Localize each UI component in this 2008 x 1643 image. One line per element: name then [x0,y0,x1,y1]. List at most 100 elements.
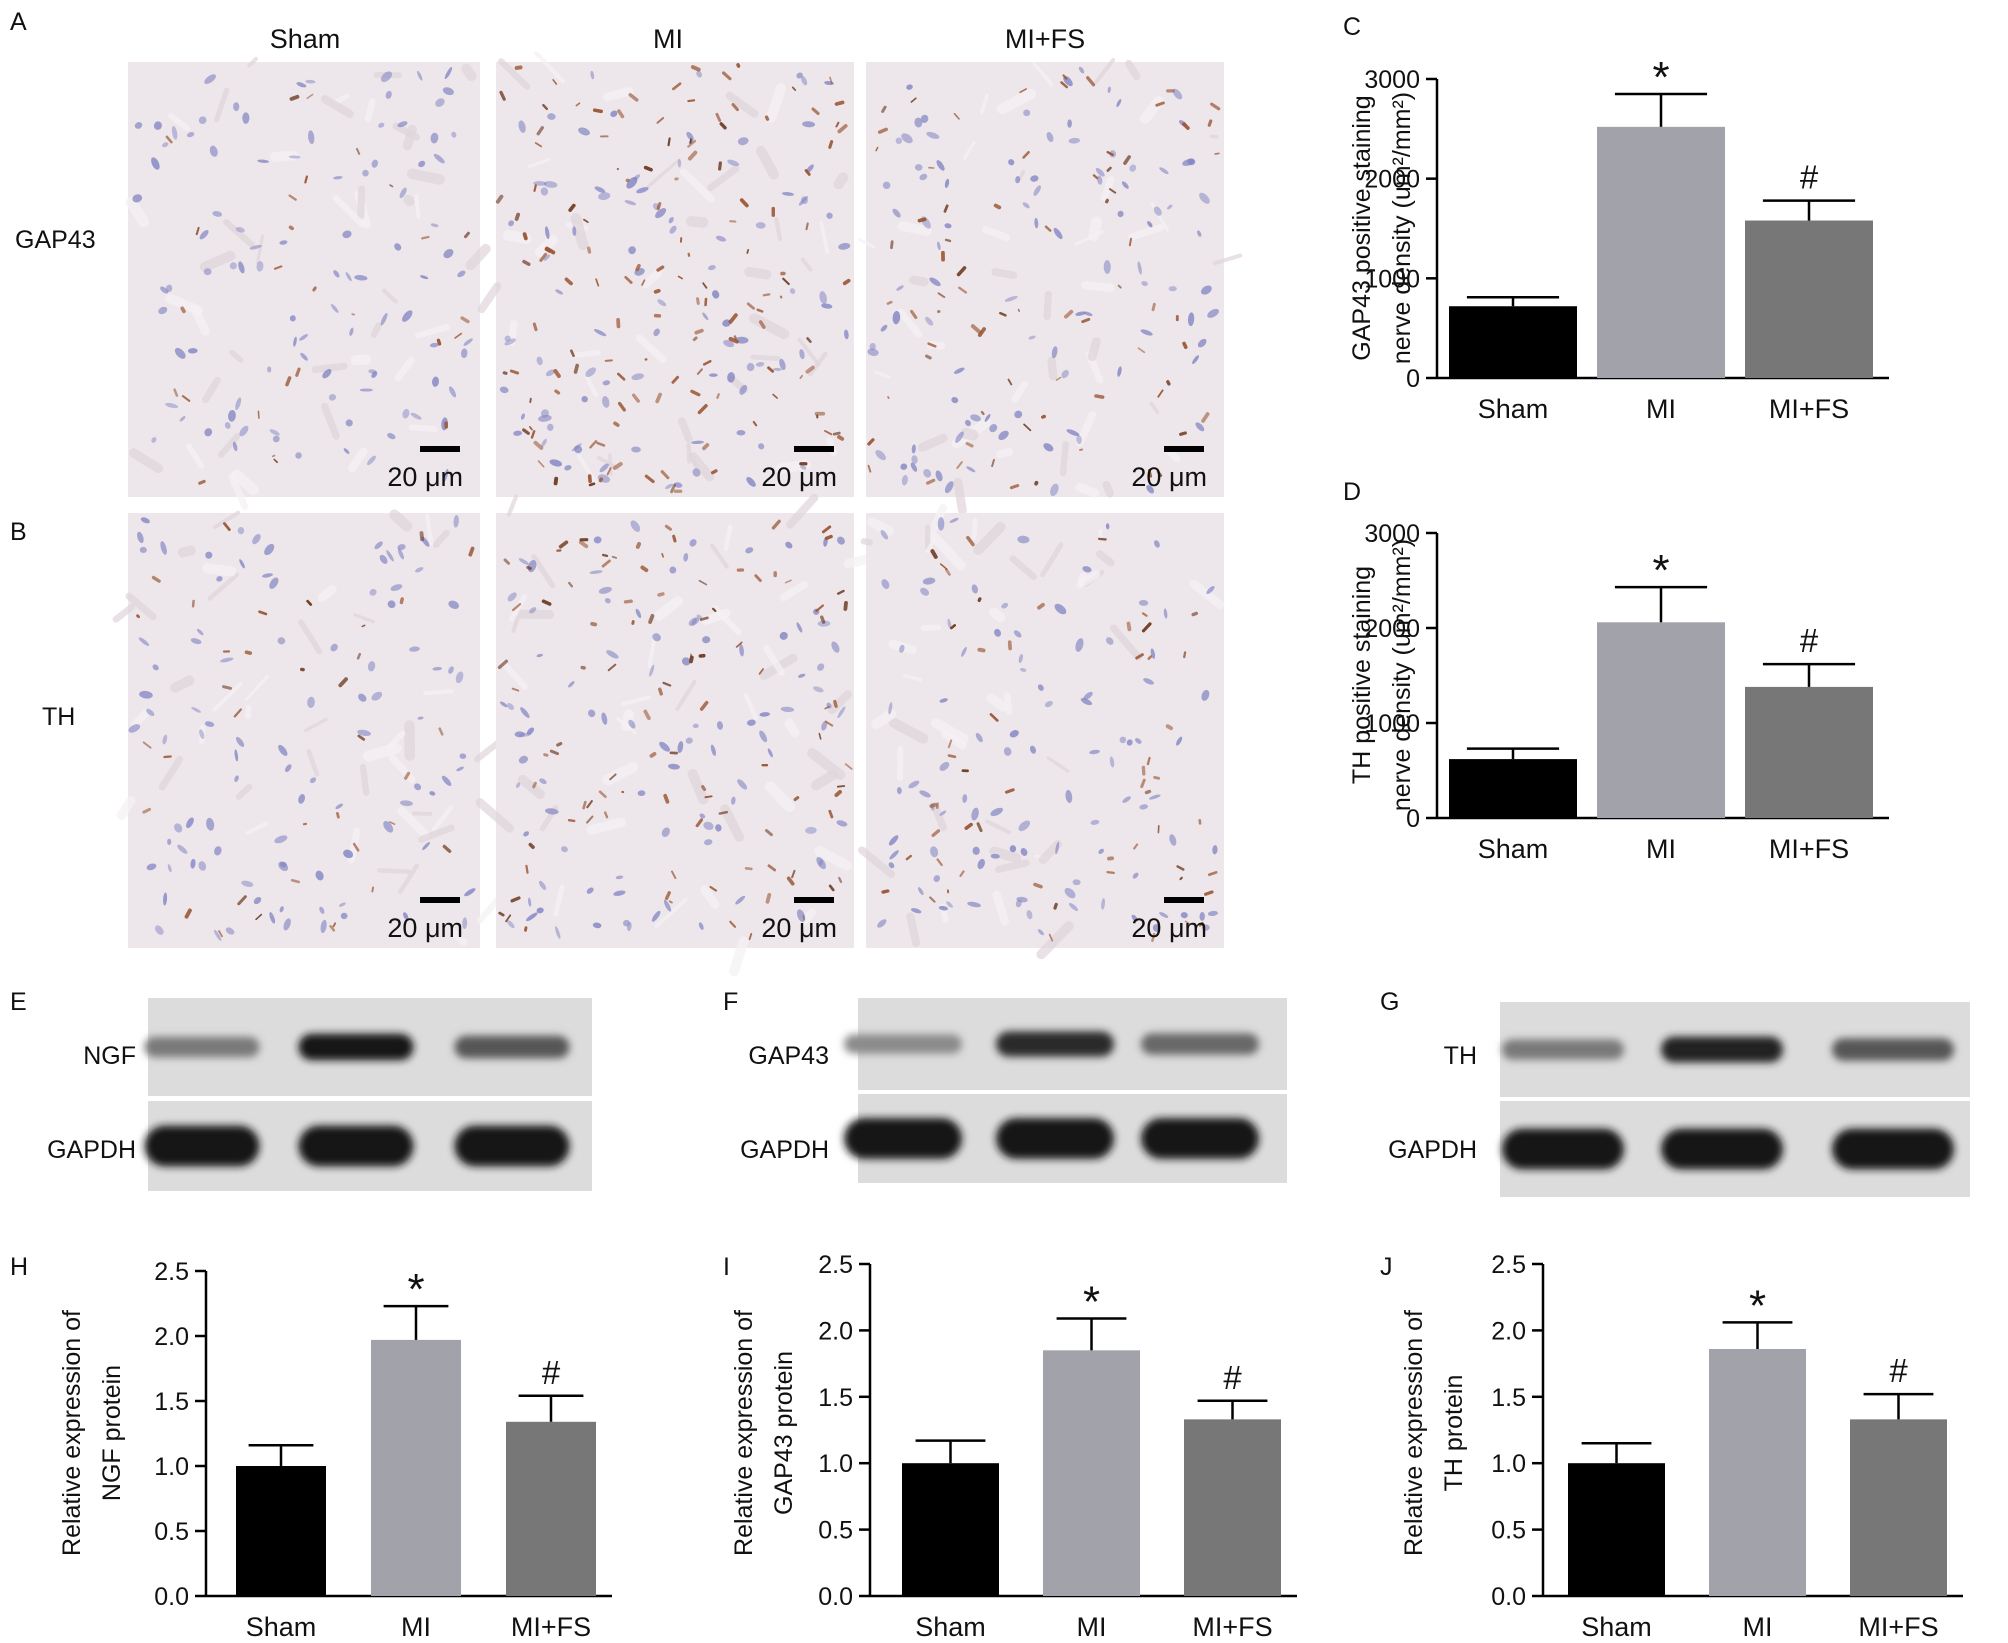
significance-star: * [1652,546,1669,595]
blot-strip-th-target: TH [1444,1002,1970,1097]
category-label-mi: MI [1646,834,1676,864]
band-sham [144,1125,260,1167]
bar-sham [1568,1463,1665,1596]
significance-hash: # [1800,159,1819,196]
y-tick-label: 2.0 [154,1323,189,1351]
western-blots: E NGF GAPDH F GAP43 GAPDH G TH GAPDH [10,988,1970,1197]
scale-bar [1164,897,1204,903]
band-sham [1502,1039,1624,1060]
tissue-background [496,62,854,497]
panel-letter-i: I [723,1253,730,1281]
category-label-sham: Sham [1478,394,1549,424]
category-label-mi: MI [1646,394,1676,424]
significance-hash: # [1889,1352,1908,1389]
band-sham [844,1118,962,1159]
y-axis-title-line1: Relative expression of [730,1310,758,1556]
micrograph-b-mi: 20 μm [475,493,880,977]
scale-bar [420,446,460,452]
bar-mi [371,1339,461,1596]
y-axis-title-line1: Relative expression of [58,1310,86,1556]
tissue-background [866,513,1224,948]
scale-bar [794,446,834,452]
band-mi-fs [1832,1038,1954,1061]
bar-mi [1597,126,1725,378]
y-tick-label: 2.5 [1491,1251,1526,1279]
category-label-mi-fs: MI+FS [1769,834,1849,864]
bar-mi [1043,1350,1140,1596]
y-axis-title-line1: Relative expression of [1400,1310,1428,1556]
scale-bar-label: 20 μm [761,462,837,492]
y-tick-label: 1000 [1364,265,1420,293]
y-axis-title-line2: GAP43 protein [770,1351,798,1515]
micrograph-a-mi-fs: 20 μm [858,57,1243,515]
y-tick-label: 0.5 [1491,1517,1526,1545]
blot-label-gapdh: GAPDH [47,1136,136,1164]
bar-mi [1709,1348,1806,1596]
blot-e: E NGF GAPDH [10,988,592,1191]
y-tick-label: 1.0 [818,1450,853,1478]
bar-mi-fs [1745,220,1873,378]
bar-sham [1449,759,1577,818]
column-header-mi-fs: MI+FS [1005,24,1085,54]
y-tick-label: 0.5 [154,1518,189,1546]
panel-letter-e: E [10,988,27,1016]
category-label-sham: Sham [1478,834,1549,864]
blot-label-gapdh: GAPDH [740,1136,829,1164]
significance-hash: # [1223,1359,1242,1396]
y-axis-title-line2: nerve density (um²/mm²) [1388,539,1416,811]
significance-star: * [1083,1277,1100,1326]
panel-letter-b: B [10,518,27,546]
band-mi [1661,1036,1783,1063]
band-mi [1661,1128,1783,1170]
scale-bar-label: 20 μm [1131,462,1207,492]
significance-star: * [1652,53,1669,102]
significance-star: * [407,1265,424,1314]
y-axis-title-line1: GAP43 positive staining [1348,95,1376,360]
bar-sham [1449,306,1577,378]
y-tick-label: 1.0 [1491,1450,1526,1478]
panel-letter-d: D [1343,478,1361,506]
chart-i: I 0.0 0.5 1.0 1.5 2.0 2.5 Relative expression o… [723,1251,1297,1642]
category-label-sham: Sham [1581,1612,1652,1642]
band-mi [996,1118,1114,1159]
panel-letter-g: G [1380,988,1399,1016]
blot-strip-gapdh-loading: GAPDH [740,1094,1287,1183]
band-sham [844,1034,962,1054]
y-tick-label: 0.0 [818,1583,853,1611]
category-label-mi-fs: MI+FS [1192,1612,1272,1642]
category-label-sham: Sham [915,1612,986,1642]
band-mi-fs [1141,1118,1259,1159]
y-tick-label: 1000 [1364,710,1420,738]
micrograph-panels: A B Sham MI MI+FS GAP43 TH 20 μm 20 μm 20 … [10,8,1243,977]
y-tick-label: 2.5 [818,1251,853,1279]
blot-label-th: TH [1444,1042,1477,1070]
band-mi-fs [1141,1033,1259,1055]
significance-hash: # [542,1354,561,1391]
bar-sham [902,1463,999,1596]
scale-bar [1164,446,1204,452]
y-tick-label: 0.5 [818,1517,853,1545]
bar-mi-fs [1850,1419,1947,1596]
y-axis-title-line2: TH protein [1440,1375,1468,1492]
category-label-sham: Sham [246,1612,317,1642]
band-sham [144,1036,260,1058]
micrograph-a-sham: 20 μm [125,56,491,510]
y-tick-label: 0.0 [1491,1583,1526,1611]
y-axis-title-line2: NGF protein [98,1365,126,1501]
blot-strip-gap43-target: GAP43 [748,998,1287,1090]
scale-bar-label: 20 μm [387,462,463,492]
scale-bar-label: 20 μm [761,913,837,943]
scale-bar-label: 20 μm [1131,913,1207,943]
category-label-mi-fs: MI+FS [511,1612,591,1642]
y-tick-label: 2.0 [818,1317,853,1345]
category-label-mi: MI [1077,1612,1107,1642]
band-mi-fs [1832,1128,1954,1170]
blot-label-gap43: GAP43 [748,1042,829,1070]
y-tick-label: 1.5 [818,1384,853,1412]
y-axis-title-line1: TH positive staining [1348,566,1376,784]
y-tick-label: 2000 [1364,615,1420,643]
significance-star: * [1749,1281,1766,1330]
column-header-mi: MI [653,24,683,54]
band-mi [298,1125,414,1167]
